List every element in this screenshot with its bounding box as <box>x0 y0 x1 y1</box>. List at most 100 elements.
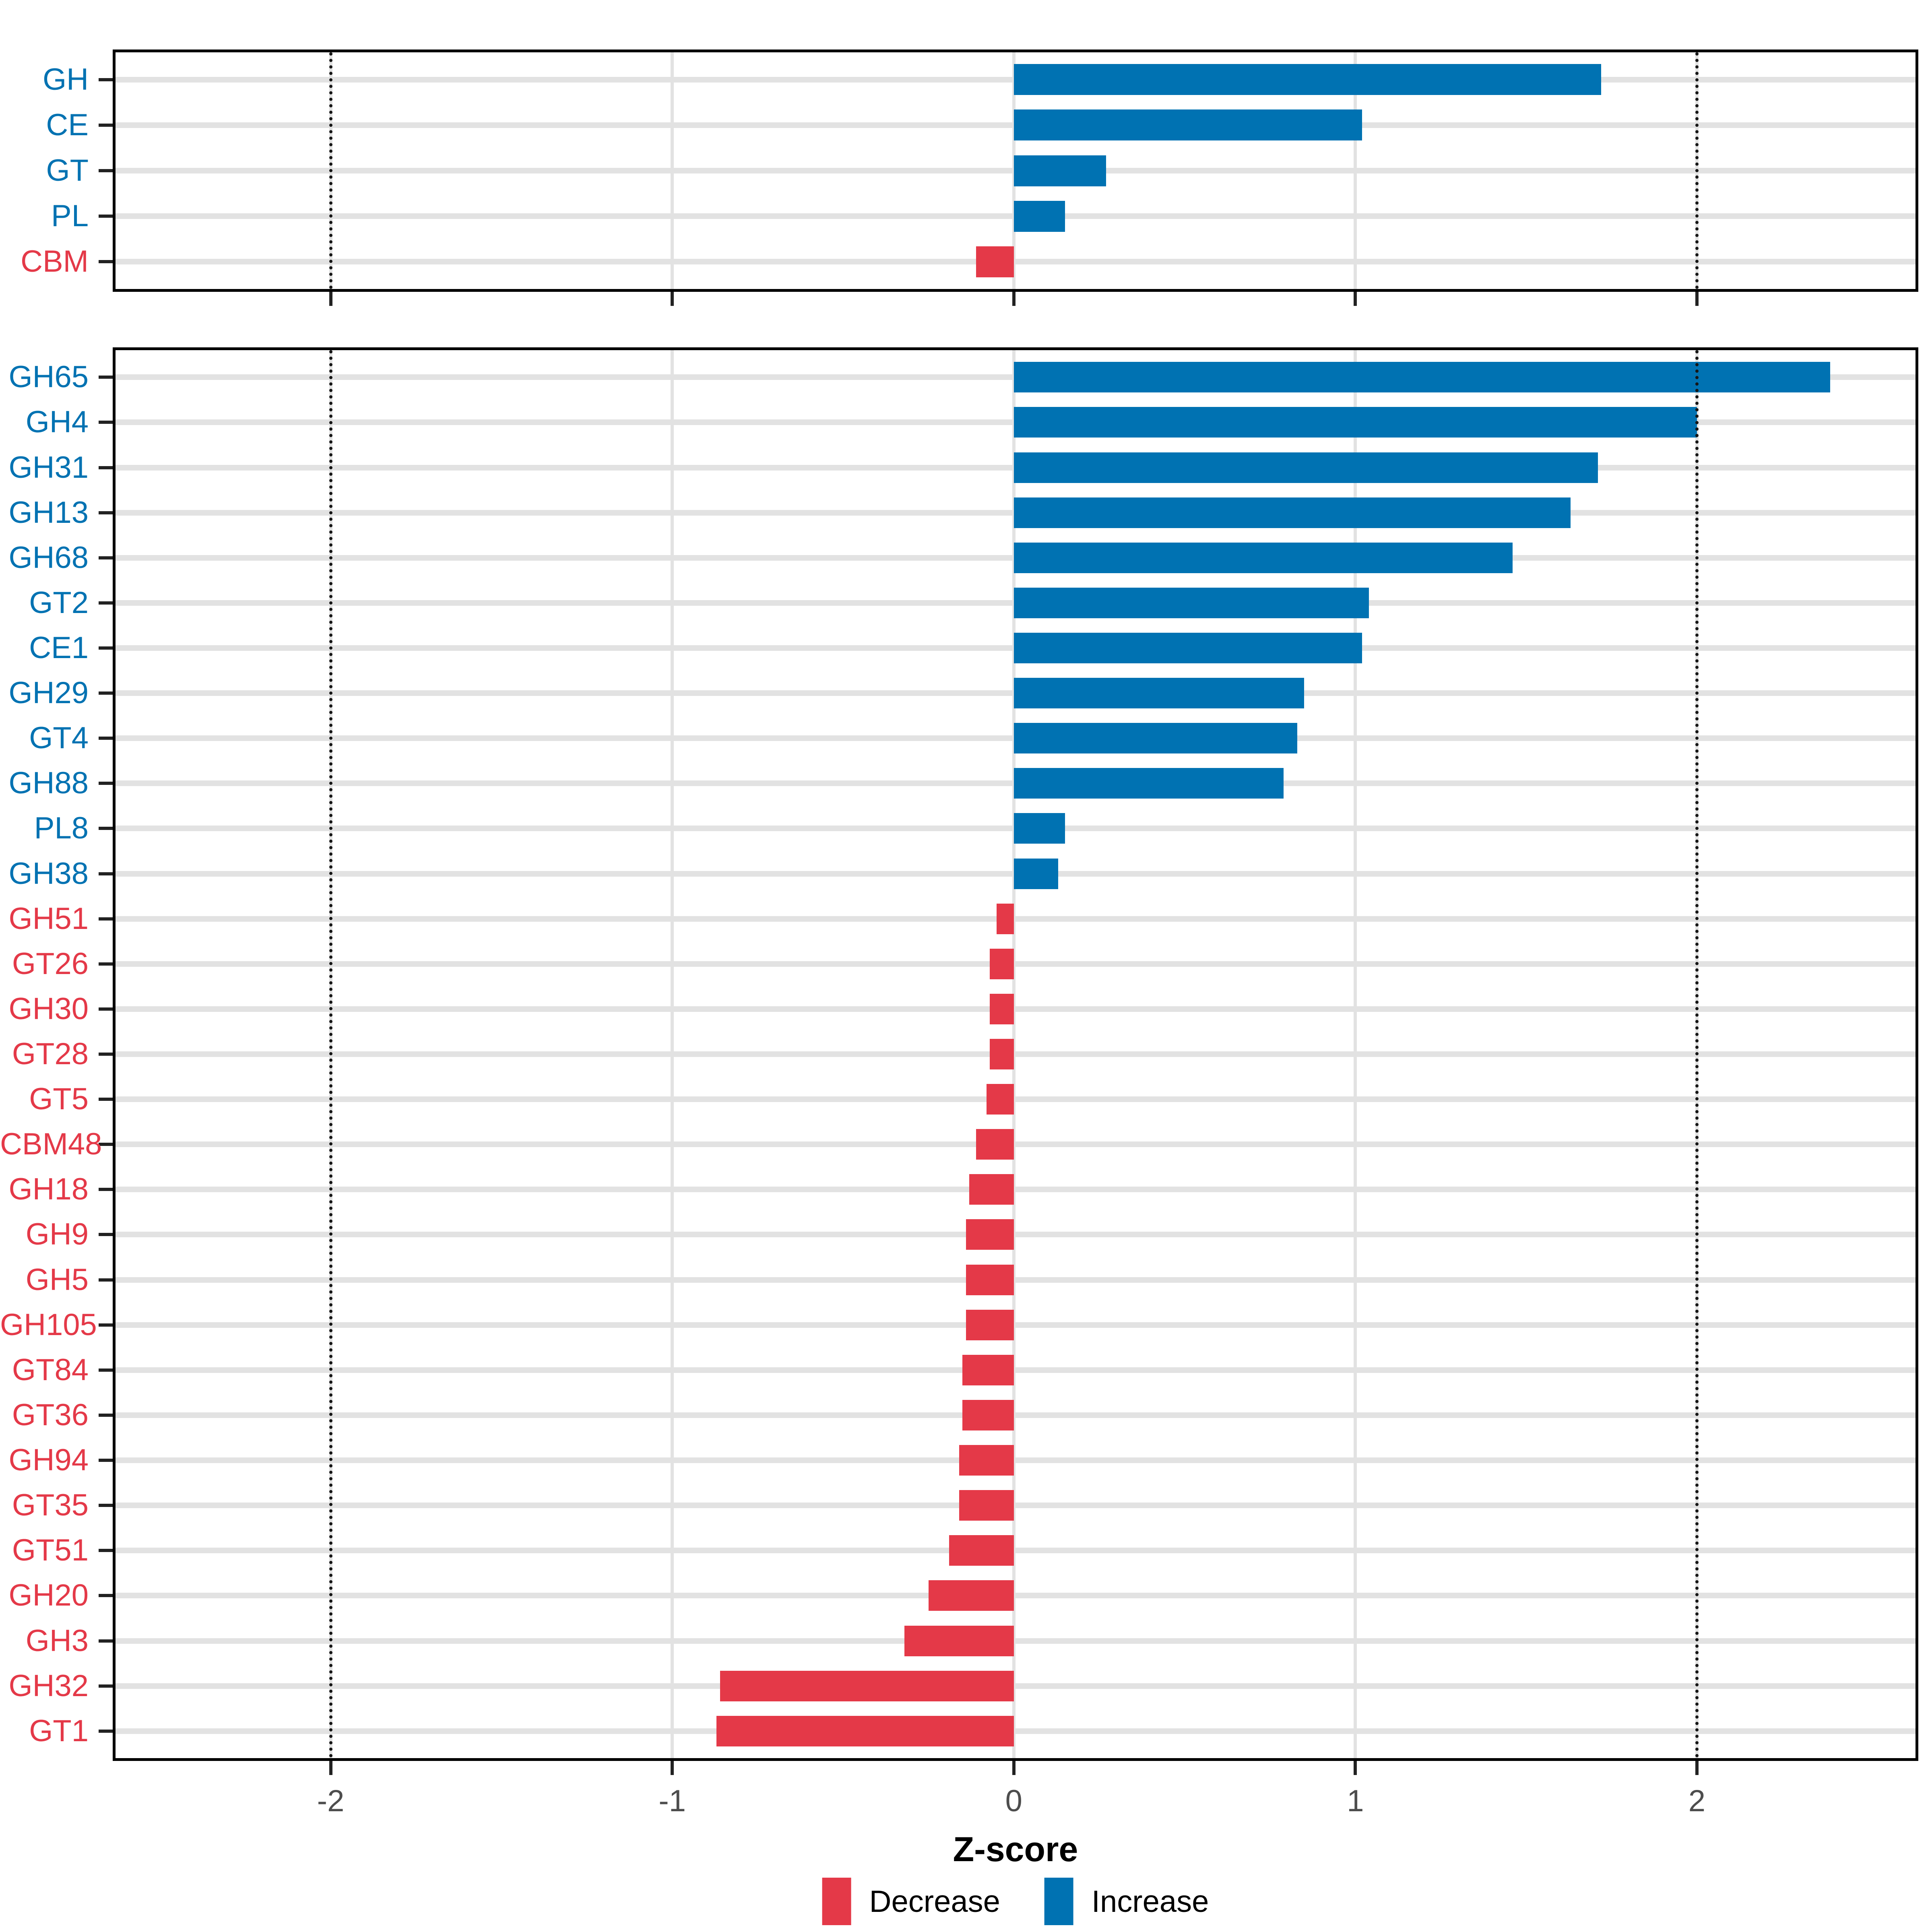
y-tick-GH20 <box>99 1594 113 1598</box>
y-tick-GH38 <box>99 872 113 875</box>
bar-GT51 <box>949 1535 1014 1566</box>
y-tick-GT26 <box>99 962 113 966</box>
bar-GT5 <box>986 1084 1014 1115</box>
bar-GH4 <box>1013 407 1697 438</box>
category-label-GT2: GT2 <box>29 585 89 620</box>
category-label-GH20: GH20 <box>8 1578 89 1613</box>
category-label-CE: CE <box>46 107 89 142</box>
bar-GT2 <box>1013 587 1369 618</box>
y-tick-GH4 <box>99 421 113 424</box>
y-tick-GT1 <box>99 1729 113 1733</box>
x-tick-label--2: -2 <box>317 1784 345 1818</box>
reference-line--2 <box>329 350 332 1758</box>
y-tick-GH65 <box>99 376 113 379</box>
category-label-GH68: GH68 <box>8 540 89 575</box>
gridline-row-GT26 <box>116 961 1915 967</box>
bar-CE <box>1013 109 1362 141</box>
category-label-GH5: GH5 <box>25 1262 89 1297</box>
bar-GT84 <box>962 1354 1014 1385</box>
y-tick-GH32 <box>99 1684 113 1688</box>
category-label-GH38: GH38 <box>8 856 89 891</box>
x-tick--2-panel0 <box>329 292 332 306</box>
category-label-CBM48: CBM48 <box>0 1127 102 1162</box>
x-tick-0-panel1 <box>1012 1761 1016 1775</box>
category-label-GH88: GH88 <box>8 766 89 801</box>
bar-GH51 <box>997 903 1014 934</box>
category-label-GH105: GH105 <box>0 1307 97 1342</box>
bar-GH38 <box>1013 858 1059 889</box>
category-label-GT84: GT84 <box>12 1352 89 1387</box>
category-label-GH4: GH4 <box>25 405 89 440</box>
bar-GH29 <box>1013 678 1305 709</box>
y-tick-GH <box>99 78 113 81</box>
x-axis-title: Z-score <box>953 1830 1078 1869</box>
category-label-GT51: GT51 <box>12 1533 89 1568</box>
bar-CE1 <box>1013 632 1362 663</box>
gridline-row-GT1 <box>116 1728 1915 1734</box>
gridline-row-GH5 <box>116 1277 1915 1283</box>
category-label-GH32: GH32 <box>8 1668 89 1703</box>
category-label-GH31: GH31 <box>8 450 89 485</box>
gridline-row-GT84 <box>116 1367 1915 1373</box>
bar-GH3 <box>904 1625 1014 1656</box>
y-tick-GT <box>99 169 113 172</box>
y-tick-GT36 <box>99 1413 113 1417</box>
reference-line--2 <box>329 52 332 289</box>
gridline-row-GH18 <box>116 1187 1915 1193</box>
category-label-GH94: GH94 <box>8 1443 89 1478</box>
category-label-GH65: GH65 <box>8 360 89 394</box>
bar-GH32 <box>720 1670 1014 1701</box>
gridline-row-GT51 <box>116 1548 1915 1554</box>
y-tick-CBM48 <box>99 1143 113 1146</box>
y-tick-GH9 <box>99 1233 113 1236</box>
x-tick-label--1: -1 <box>658 1784 686 1818</box>
y-tick-GH94 <box>99 1459 113 1462</box>
gridline-row-GT36 <box>116 1412 1915 1418</box>
legend-item-increase: Increase <box>1044 1878 1209 1925</box>
y-tick-GH18 <box>99 1188 113 1191</box>
category-label-CE1: CE1 <box>29 630 89 665</box>
increase-swatch-icon <box>1044 1878 1073 1925</box>
y-tick-GH51 <box>99 917 113 921</box>
y-tick-GH30 <box>99 1007 113 1011</box>
y-tick-GH68 <box>99 556 113 559</box>
bar-GT <box>1013 155 1106 186</box>
y-tick-PL8 <box>99 827 113 830</box>
bar-GT28 <box>990 1039 1014 1069</box>
bar-GH30 <box>990 993 1014 1024</box>
gridline-row-GH32 <box>116 1683 1915 1689</box>
category-label-GH9: GH9 <box>25 1217 89 1252</box>
bar-GH105 <box>966 1309 1014 1340</box>
bar-GH18 <box>969 1174 1014 1205</box>
x-tick-1-panel1 <box>1354 1761 1357 1775</box>
category-label-GT5: GT5 <box>29 1082 89 1117</box>
bar-GH94 <box>959 1445 1014 1476</box>
y-tick-GT5 <box>99 1098 113 1101</box>
category-label-GT28: GT28 <box>12 1037 89 1071</box>
category-label-GH51: GH51 <box>8 901 89 936</box>
y-tick-GH29 <box>99 691 113 695</box>
y-tick-GT35 <box>99 1504 113 1507</box>
x-tick-label-2: 2 <box>1688 1784 1706 1818</box>
panel-cazyme-families <box>113 347 1918 1761</box>
bar-GT36 <box>962 1399 1014 1430</box>
y-tick-GT4 <box>99 737 113 740</box>
bar-GH65 <box>1013 362 1830 393</box>
gridline-row-CBM48 <box>116 1141 1915 1148</box>
bar-GH9 <box>966 1219 1014 1250</box>
bar-GH <box>1013 64 1602 95</box>
x-tick-2-panel1 <box>1695 1761 1699 1775</box>
bar-GT4 <box>1013 723 1298 754</box>
bar-GT35 <box>959 1490 1014 1521</box>
legend-item-decrease: Decrease <box>822 1878 1000 1925</box>
y-tick-GT84 <box>99 1368 113 1372</box>
x-tick-0-panel0 <box>1012 292 1016 306</box>
gridline-row-GH9 <box>116 1232 1915 1238</box>
bar-GT26 <box>990 948 1014 979</box>
legend-label-increase: Increase <box>1091 1884 1209 1919</box>
bar-GH31 <box>1013 452 1598 483</box>
bar-GH88 <box>1013 768 1284 799</box>
gridline-row-GH3 <box>116 1638 1915 1644</box>
bar-GH5 <box>966 1264 1014 1295</box>
